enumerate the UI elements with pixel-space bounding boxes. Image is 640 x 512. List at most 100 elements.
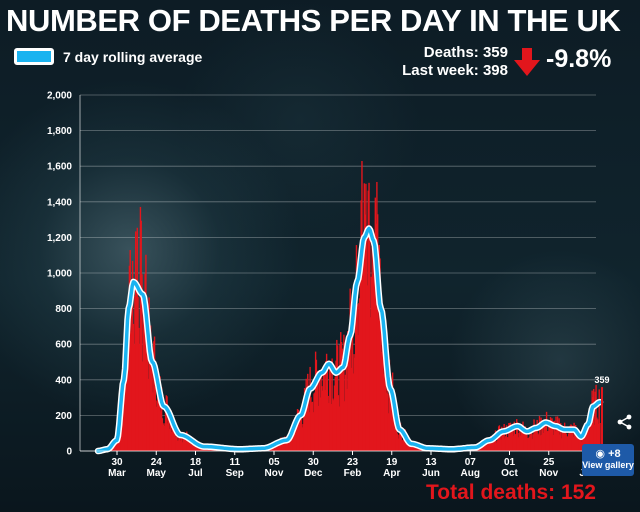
bar <box>545 424 547 451</box>
share-icon[interactable] <box>617 414 633 430</box>
bar <box>341 348 344 451</box>
bar <box>497 426 500 451</box>
y-tick-label: 1,800 <box>47 126 72 137</box>
bar <box>186 431 188 451</box>
bar <box>284 436 286 451</box>
bar <box>380 323 382 451</box>
x-tick-day: 30 <box>308 457 320 468</box>
bar <box>168 428 171 451</box>
bar <box>534 431 536 451</box>
bar <box>362 269 364 451</box>
x-tick-month: Apr <box>383 468 400 479</box>
bar <box>343 334 345 451</box>
bar <box>381 305 384 451</box>
bar <box>480 447 483 451</box>
y-axis: 0 200 400 600 800 1,000 1,200 1,400 1,600 1,800 2,… <box>47 91 81 458</box>
bar <box>148 297 150 451</box>
bar <box>590 412 593 451</box>
bar <box>532 434 534 451</box>
bar <box>378 244 380 451</box>
bar <box>130 332 132 451</box>
y-tick-label: 1,000 <box>47 269 72 280</box>
bar <box>321 390 324 451</box>
view-gallery-button[interactable]: ◉ +8 View gallery <box>582 444 634 476</box>
bar <box>487 438 490 451</box>
bar <box>561 432 563 451</box>
bar <box>328 403 330 451</box>
bar <box>185 438 187 451</box>
bar <box>401 439 403 451</box>
bar <box>545 411 548 451</box>
bar <box>542 432 545 451</box>
bar <box>348 357 351 451</box>
bar <box>138 344 141 451</box>
gallery-count: +8 <box>608 448 621 460</box>
gallery-label: View gallery <box>582 460 634 470</box>
bar <box>135 294 138 451</box>
total-deaths: Total deaths: 152 <box>426 481 596 504</box>
bar <box>574 425 577 451</box>
bar <box>580 436 582 451</box>
bar <box>281 443 283 451</box>
bar <box>116 438 119 451</box>
bar <box>373 234 376 451</box>
bar <box>531 438 534 451</box>
bar <box>558 418 560 451</box>
bar <box>594 391 596 451</box>
bar <box>303 388 306 451</box>
bar <box>593 388 595 451</box>
bar <box>394 404 396 451</box>
bar <box>521 430 523 451</box>
x-tick-day: 13 <box>425 457 437 468</box>
bar <box>157 374 160 451</box>
bar <box>124 378 126 451</box>
bar <box>354 289 357 451</box>
bar <box>279 440 281 451</box>
bar <box>310 397 312 451</box>
bar <box>330 404 333 451</box>
bar <box>317 374 319 451</box>
bar <box>363 183 366 451</box>
bar <box>373 241 375 451</box>
bar <box>357 335 359 451</box>
bar <box>574 429 576 451</box>
bar <box>384 344 386 451</box>
bar <box>292 431 295 451</box>
bar <box>491 440 494 451</box>
bar <box>345 343 347 451</box>
bar <box>372 274 374 451</box>
bar <box>485 439 487 451</box>
bar <box>342 362 344 451</box>
bar <box>582 431 584 451</box>
bar <box>277 444 279 451</box>
bar <box>517 437 519 451</box>
bar <box>175 436 178 451</box>
bar <box>523 429 525 451</box>
x-tick-day: 07 <box>465 457 477 468</box>
bar <box>510 428 512 451</box>
bar <box>282 442 285 451</box>
bar <box>131 260 134 451</box>
bar <box>361 161 363 452</box>
bar <box>581 441 583 451</box>
bar <box>550 418 552 451</box>
bar <box>300 418 303 451</box>
bar <box>389 381 391 451</box>
bar <box>547 430 549 451</box>
bar <box>136 227 138 451</box>
bar <box>347 330 349 451</box>
camera-icon: ◉ <box>595 448 605 460</box>
x-tick-day: 11 <box>229 457 240 468</box>
bar <box>563 422 566 451</box>
bar <box>358 303 360 451</box>
bar <box>592 397 594 451</box>
bar <box>539 435 541 451</box>
bar <box>380 351 383 451</box>
bar <box>548 423 550 451</box>
bar <box>283 443 285 451</box>
bar <box>158 382 160 451</box>
bar <box>354 357 356 451</box>
bar <box>501 435 504 451</box>
bar <box>292 433 294 451</box>
bar <box>390 403 392 451</box>
